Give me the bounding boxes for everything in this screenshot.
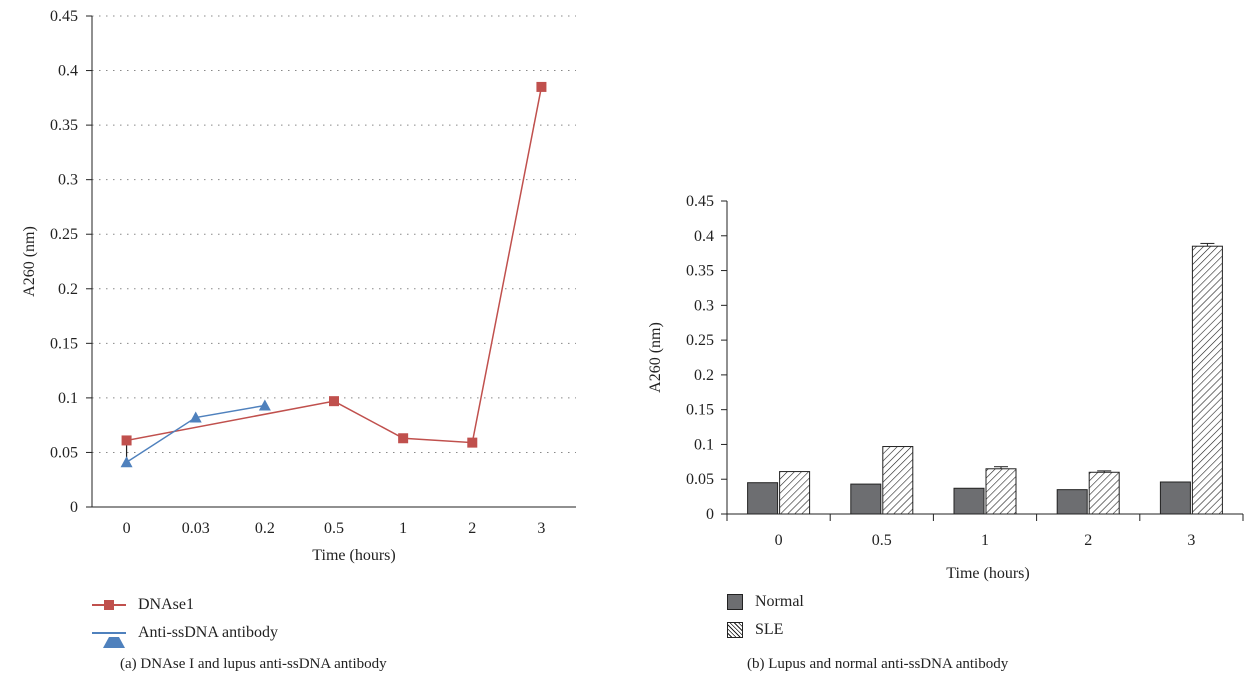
bar-normal [953,487,985,515]
bar-sle [985,468,1017,515]
figure-canvas: 0 0.05 0.1 0.15 0.2 0.25 0.3 0.35 0.4 0.45 0 0.03 0.… [21,8,1244,582]
legend-label-sle: SLE [755,621,784,638]
bar-sle [779,471,811,515]
bar-sle [1191,245,1223,515]
series-line-dnase1 [126,86,543,444]
y-tick-label-a: 0.4 [58,63,78,80]
y-tick-label-a: 0 [70,499,78,516]
x-tick-label-b: 2 [1084,532,1092,549]
y-tick-label-a: 0.1 [58,390,78,407]
y-tick-label-a: 0.2 [58,281,78,298]
y-tick-label-a: 0.45 [50,8,78,25]
x-tick-label-a: 0.5 [324,520,344,537]
y-tick-label-a: 0.3 [58,172,78,189]
bar-normal [1056,489,1088,515]
data-point-dnase1 [329,396,339,407]
bar-sle [1088,471,1120,515]
normal-swatch-icon [727,594,743,610]
y-tick-label-b: 0.15 [686,402,714,419]
legend-label-dnase1: DNAse1 [138,596,194,613]
dnase1-swatch-icon [92,598,126,612]
caption-b: (b) Lupus and normal anti-ssDNA antibody [747,656,1009,672]
bar-normal [1159,481,1191,515]
y-tick-label-b: 0.4 [694,228,714,245]
caption-a: (a) DNAse I and lupus anti-ssDNA antibod… [120,656,387,672]
legend-item-sle: SLE [727,616,804,644]
x-axis-title-a: Time (hours) [312,547,395,564]
y-axis-title-a: A260 (nm) [21,226,38,297]
y-tick-label-a: 0.35 [50,117,78,134]
y-tick-label-b: 0.1 [694,436,714,453]
x-tick-label-b: 3 [1187,532,1195,549]
y-tick-label-a: 0.05 [50,444,78,461]
legend-label-antibody: Anti-ssDNA antibody [138,624,278,641]
x-tick-label-a: 0 [123,520,131,537]
sle-swatch-icon [727,622,743,638]
x-tick-label-a: 2 [468,520,476,537]
data-point-antibody [258,399,271,411]
legend-b: Normal SLE [727,588,804,644]
data-point-antibody [189,411,202,423]
legend-item-normal: Normal [727,588,804,616]
legend-a: DNAse1 Anti-ssDNA antibody [92,591,278,648]
x-tick-label-a: 3 [537,520,545,537]
x-tick-label-b: 0 [775,532,783,549]
data-point-dnase1 [467,437,478,448]
x-tick-label-a: 0.2 [255,520,275,537]
y-tick-label-b: 0 [706,506,714,523]
data-point-dnase1 [121,435,132,446]
y-tick-label-b: 0.05 [686,471,714,488]
antibody-swatch-icon [92,626,126,648]
x-axis-title-b: Time (hours) [946,565,1029,582]
x-tick-label-b: 0.5 [872,532,892,549]
y-tick-label-b: 0.2 [694,367,714,384]
y-tick-label-a: 0.15 [50,335,78,352]
y-tick-label-b: 0.35 [686,263,714,280]
data-point-dnase1 [398,433,409,444]
data-point-dnase1 [536,81,547,92]
legend-item-antibody: Anti-ssDNA antibody [92,619,278,648]
y-tick-label-b: 0.3 [694,297,714,314]
x-tick-label-b: 1 [981,532,989,549]
y-tick-label-b: 0.25 [686,332,714,349]
x-tick-label-a: 1 [399,520,407,537]
bar-normal [850,483,882,515]
x-tick-label-a: 0.03 [182,520,210,537]
bar-normal [747,482,779,515]
legend-label-normal: Normal [755,593,804,610]
legend-item-dnase1: DNAse1 [92,591,278,619]
y-tick-label-b: 0.45 [686,193,714,210]
y-tick-label-a: 0.25 [50,226,78,243]
data-point-antibody [120,456,133,468]
y-axis-title-b: A260 (nm) [647,322,664,393]
bar-sle [882,446,914,515]
